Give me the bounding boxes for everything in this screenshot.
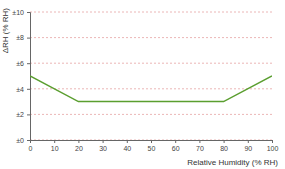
x-tick-label: 100 — [267, 145, 279, 152]
y-tick: ±6 — [16, 60, 30, 67]
x-tick-label: 80 — [220, 145, 228, 152]
x-tick-label: 40 — [123, 145, 131, 152]
x-tick-mark — [175, 140, 176, 143]
x-tick-label: 60 — [172, 145, 180, 152]
x-tick: 30 — [99, 140, 107, 152]
y-tick-label: ±6 — [16, 60, 24, 67]
y-tick-mark — [27, 114, 30, 115]
grid-line — [30, 12, 272, 13]
x-tick-mark — [78, 140, 79, 143]
y-tick-label: ±10 — [12, 9, 24, 16]
x-tick-label: 10 — [51, 145, 59, 152]
grid-line — [30, 88, 272, 89]
series-group — [30, 76, 272, 102]
x-tick-mark — [127, 140, 128, 143]
x-tick-mark — [30, 140, 31, 143]
plot: ±0 ±2 ±4 ±6 ±8 ±10 0 10 20 30 40 50 60 70 80 90 100 — [12, 9, 278, 152]
x-axis-line — [31, 141, 273, 144]
y-tick-label: ±0 — [16, 137, 24, 144]
x-tick: 0 — [29, 140, 33, 152]
x-tick-mark — [272, 140, 273, 143]
grid-line — [30, 114, 272, 115]
y-tick-label: ±2 — [16, 111, 24, 118]
x-tick: 70 — [196, 140, 204, 152]
x-tick-label: 30 — [99, 145, 107, 152]
y-tick-mark — [27, 12, 30, 13]
y-tick: ±8 — [16, 34, 30, 41]
x-tick: 90 — [244, 140, 252, 152]
x-tick-mark — [224, 140, 225, 143]
y-axis: ±0 ±2 ±4 ±6 ±8 ±10 — [12, 9, 30, 144]
x-tick-label: 70 — [196, 145, 204, 152]
x-axis-title: Relative Humidity (% RH) — [187, 158, 278, 167]
x-tick-mark — [103, 140, 104, 143]
x-tick-mark — [54, 140, 55, 143]
y-tick-label: ±4 — [16, 86, 24, 93]
y-tick-label: ±8 — [16, 34, 24, 41]
x-tick-label: 0 — [29, 145, 33, 152]
x-tick-mark — [151, 140, 152, 143]
x-tick-label: 20 — [75, 145, 83, 152]
chart: ±0 ±2 ±4 ±6 ±8 ±10 0 10 20 30 40 50 60 70 80 90 100 Relat… — [0, 0, 285, 169]
y-tick: ±0 — [16, 137, 30, 144]
y-tick: ±2 — [16, 111, 30, 118]
x-tick: 40 — [123, 140, 131, 152]
x-tick: 60 — [172, 140, 180, 152]
x-tick: 50 — [148, 140, 156, 152]
grid — [30, 12, 272, 140]
x-tick-mark — [199, 140, 200, 143]
y-tick-mark — [27, 63, 30, 64]
y-tick-mark — [27, 89, 30, 90]
x-tick: 100 — [267, 140, 279, 152]
grid-line — [30, 37, 272, 38]
y-tick: ±4 — [16, 86, 30, 93]
y-axis-title: ΔRH (% RH) — [1, 8, 10, 54]
x-axis: 0 10 20 30 40 50 60 70 80 90 100 — [29, 140, 279, 152]
grid-line — [30, 63, 272, 64]
y-tick-mark — [27, 38, 30, 39]
series-line — [30, 76, 272, 102]
x-tick: 80 — [220, 140, 228, 152]
x-tick-label: 50 — [148, 145, 156, 152]
x-tick-label: 90 — [244, 145, 252, 152]
y-tick-mark — [27, 140, 30, 141]
y-tick: ±10 — [12, 9, 30, 16]
y-axis-line — [27, 13, 31, 141]
x-tick-mark — [248, 140, 249, 143]
x-tick: 10 — [51, 140, 59, 152]
x-tick: 20 — [75, 140, 83, 152]
